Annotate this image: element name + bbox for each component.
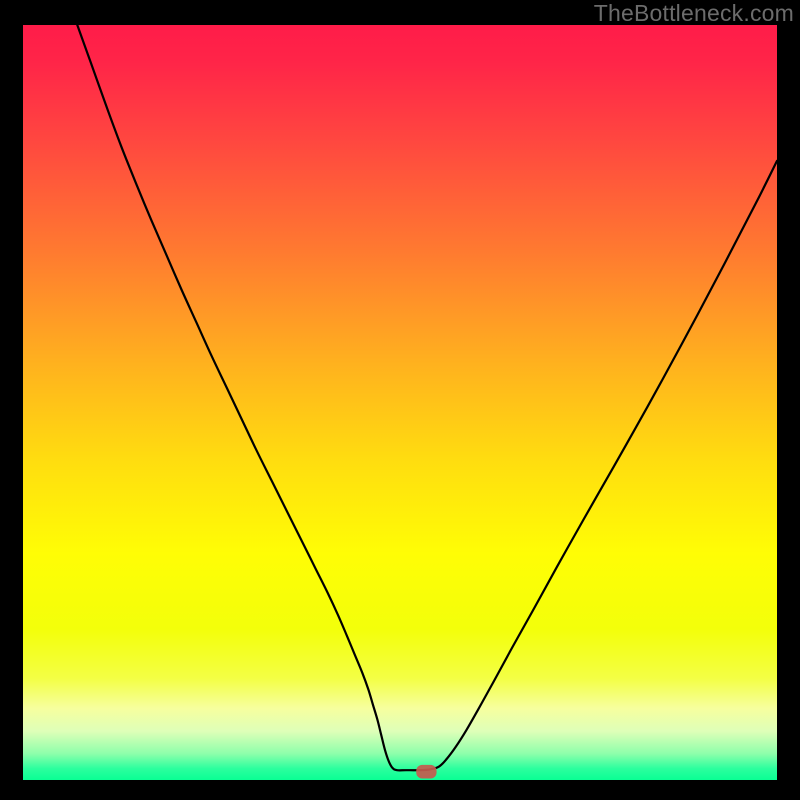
watermark-label: TheBottleneck.com [594,0,794,27]
chart-stage: TheBottleneck.com [0,0,800,800]
plot-gradient-background [23,25,777,780]
optimum-marker [416,765,436,779]
bottleneck-curve-chart [0,0,800,800]
